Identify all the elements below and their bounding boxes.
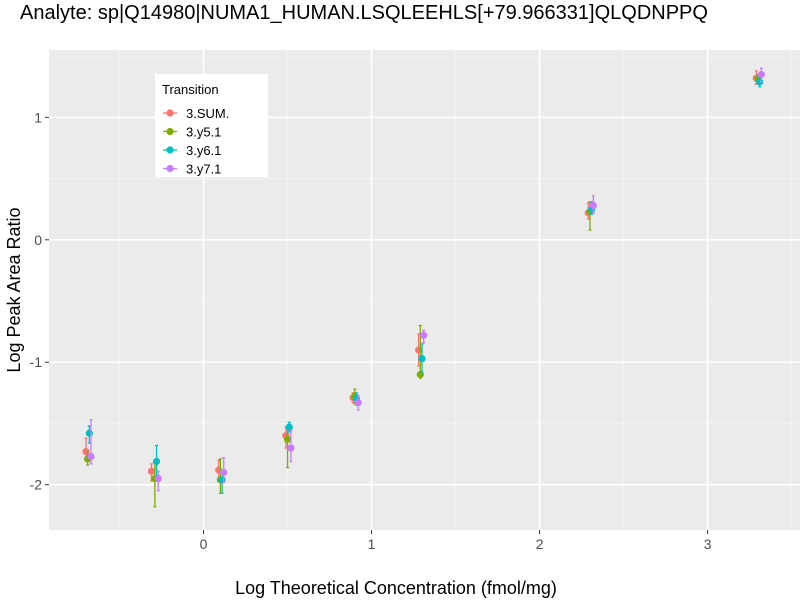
data-point	[589, 201, 597, 210]
x-axis-title: Log Theoretical Concentration (fmol/mg)	[235, 578, 557, 598]
y-axis-title: Log Peak Area Ratio	[4, 207, 24, 372]
x-tick-label: 3	[704, 536, 712, 552]
data-point	[152, 457, 161, 466]
y-tick-label: 0	[34, 232, 42, 248]
axes: 0 1 2 3 1 0 -1 -2	[30, 109, 712, 552]
x-tick-label: 0	[200, 536, 208, 552]
legend-label: 3.y7.1	[186, 162, 221, 177]
data-layer	[82, 67, 765, 508]
legend-key-dot	[166, 146, 174, 154]
legend-key-dot	[166, 127, 174, 136]
data-point	[283, 435, 292, 443]
data-point	[418, 354, 426, 363]
series-3.y7.1	[87, 67, 765, 492]
legend-label: 3.y5.1	[186, 125, 221, 140]
y-tick-label: 1	[34, 109, 42, 125]
data-point	[154, 474, 162, 483]
y-tick-label: -1	[30, 354, 43, 370]
y-tick-label: -2	[30, 477, 43, 493]
legend-box	[155, 74, 268, 177]
data-point	[420, 331, 428, 339]
legend-label: 3.y6.1	[186, 143, 221, 158]
legend-title: Transition	[162, 82, 219, 97]
data-point	[354, 399, 362, 407]
data-point	[220, 468, 228, 477]
legend-key-dot	[166, 109, 174, 117]
data-point	[87, 452, 95, 461]
data-point	[415, 346, 423, 354]
x-tick-label: 1	[368, 536, 376, 552]
data-point	[285, 423, 293, 431]
legend: Transition 3.SUM. 3.y5.1 3.y6.1 3.y7.1	[155, 74, 268, 177]
chart-title: Analyte: sp|Q14980|NUMA1_HUMAN.LSQLEEHLS…	[20, 2, 708, 24]
legend-items: 3.SUM. 3.y5.1 3.y6.1 3.y7.1	[163, 106, 229, 177]
legend-key-dot	[166, 164, 174, 173]
data-point	[147, 467, 156, 475]
x-tick-label: 2	[536, 536, 544, 552]
data-point	[287, 444, 295, 452]
legend-label: 3.SUM.	[186, 106, 229, 121]
data-point	[757, 70, 765, 79]
data-point	[85, 429, 93, 437]
